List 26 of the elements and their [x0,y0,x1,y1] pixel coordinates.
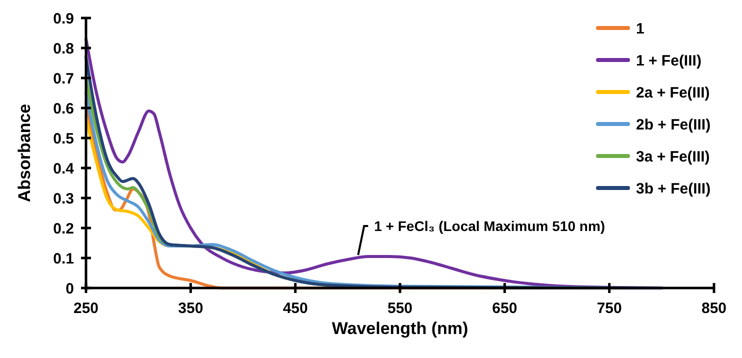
y-tick-label: 0.2 [53,220,74,238]
x-tick-label: 250 [73,300,99,317]
legend-label: 2a + Fe(III) [636,84,710,102]
y-tick-label: 0.3 [53,190,74,208]
legend-label: 2b + Fe(III) [636,116,711,134]
x-axis-title: Wavelength (nm) [332,319,468,338]
x-tick-label: 650 [492,300,518,317]
legend-label: 1 + Fe(III) [636,52,702,70]
y-tick-label: 0.5 [53,130,74,148]
y-tick-label: 0.1 [53,250,74,268]
annotation: 1 + FeCl₃ (Local Maximum 510 nm) [374,218,606,234]
legend-label: 3a + Fe(III) [636,148,710,166]
legend-label: 3b + Fe(III) [636,180,711,198]
x-tick-label: 450 [282,300,308,317]
y-tick-label: 0.7 [53,70,74,88]
x-tick-label: 350 [178,300,204,317]
y-axis-title: Absorbance [15,104,34,202]
y-tick-label: 0.4 [53,160,75,178]
y-tick-label: 0.8 [53,40,74,58]
y-tick-label: 0.9 [53,10,74,28]
x-tick-label: 850 [701,300,727,317]
x-tick-label: 550 [387,300,413,317]
y-tick-label: 0.6 [53,100,74,118]
x-tick-label: 750 [596,300,622,317]
legend-label: 1 [636,20,644,38]
y-tick-label: 0 [66,280,74,298]
